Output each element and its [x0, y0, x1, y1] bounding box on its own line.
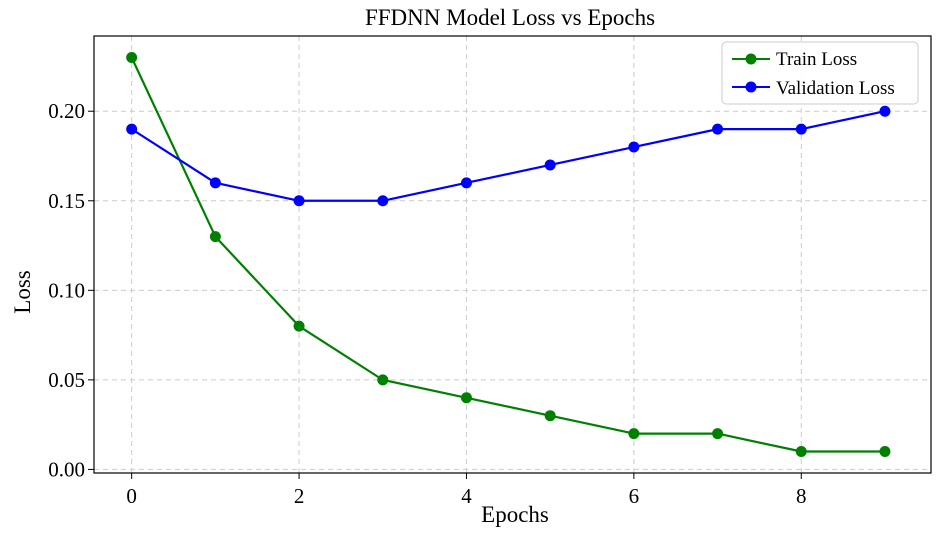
train-loss-point — [795, 446, 807, 458]
legend-validation-marker — [745, 81, 757, 93]
x-tick-label: 2 — [294, 484, 305, 508]
y-tick-label: 0.00 — [48, 457, 85, 481]
chart-title: FFDNN Model Loss vs Epochs — [365, 5, 655, 30]
legend-validation-label: Validation Loss — [776, 78, 895, 99]
train-loss-line — [130, 57, 885, 453]
validation-loss-point — [795, 123, 807, 135]
validation-loss-point — [126, 123, 138, 135]
x-tick-label: 4 — [461, 484, 472, 508]
train-loss-point — [126, 51, 138, 63]
validation-loss-line — [131, 110, 886, 202]
validation-loss-point — [460, 177, 472, 189]
validation-loss-point — [544, 159, 556, 171]
validation-loss-point — [879, 105, 891, 117]
train-loss-point — [209, 231, 221, 243]
validation-loss-point — [712, 123, 724, 135]
grid — [94, 36, 931, 473]
legend-train-marker — [745, 53, 757, 65]
validation-loss-point — [209, 177, 221, 189]
y-tick-label: 0.20 — [48, 99, 85, 123]
legend: Train Loss Validation Loss — [721, 41, 919, 105]
y-tick-label: 0.15 — [48, 189, 85, 213]
train-loss-point — [628, 428, 640, 440]
train-loss-point — [879, 446, 891, 458]
y-tick-label: 0.10 — [48, 278, 85, 302]
train-loss-point — [377, 374, 389, 386]
legend-train-label: Train Loss — [776, 49, 857, 70]
x-tick-label: 6 — [629, 484, 640, 508]
validation-loss-point — [377, 195, 389, 207]
x-tick-label: 0 — [126, 484, 137, 508]
plot-area-frame — [93, 35, 932, 474]
validation-loss-point — [628, 141, 640, 153]
x-axis-label: Epochs — [481, 502, 549, 527]
train-loss-point — [460, 392, 472, 404]
axis-ticks: 0 2 4 6 8 0.00 0.05 0.10 0.15 0.20 — [48, 99, 806, 508]
validation-loss-point — [293, 195, 305, 207]
legend-box — [721, 41, 919, 105]
train-loss-point — [712, 428, 724, 440]
train-loss-point — [544, 410, 556, 422]
series-layer — [126, 51, 891, 458]
x-tick-label: 8 — [796, 484, 807, 508]
y-tick-label: 0.05 — [48, 368, 85, 392]
y-axis-label: Loss — [10, 270, 35, 314]
train-loss-point — [293, 320, 305, 332]
